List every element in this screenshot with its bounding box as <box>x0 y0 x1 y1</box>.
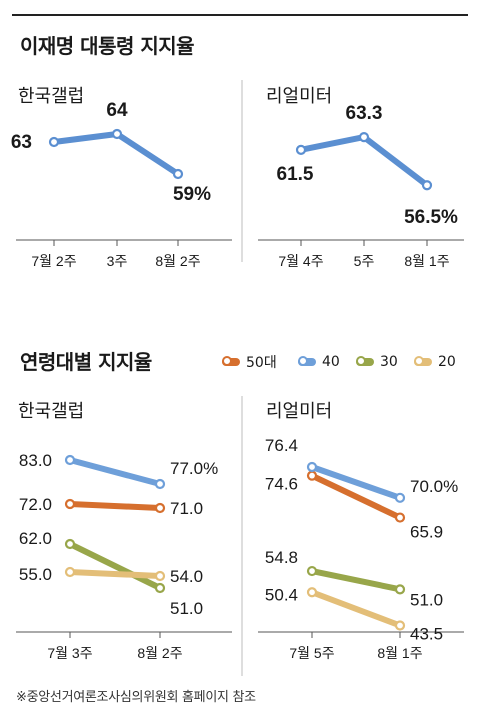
legend-label-20: 20 <box>438 354 456 370</box>
chart1-point <box>48 136 60 148</box>
chart4-point <box>306 470 318 481</box>
chart4-tick-label: 7월 5주 <box>289 645 334 661</box>
chart4-point <box>306 565 318 577</box>
legend-item-30: 30 <box>356 354 398 370</box>
chart3-tick-label: 7월 3주 <box>47 645 92 661</box>
chart4-data-label: 70.0% <box>410 477 458 496</box>
chart1-tick-label: 8월 2주 <box>155 253 200 269</box>
chart3-data-label: 51.0 <box>170 599 203 618</box>
chart3-point <box>154 502 166 514</box>
legend-label-30: 30 <box>380 354 398 370</box>
chart2-title: 리얼미터 <box>266 86 332 106</box>
chart1-series-line <box>51 131 181 177</box>
legend: 50대 40 30 20 <box>0 352 480 372</box>
chart4-point <box>394 584 406 595</box>
chart1-data-label: 59% <box>173 184 211 205</box>
chart3-series-line <box>67 569 163 579</box>
chart2-point <box>421 180 433 191</box>
chart4-point <box>394 512 406 523</box>
chart2-data-label: 56.5% <box>404 207 458 228</box>
chart2-tick-label: 7월 4주 <box>278 253 323 269</box>
chart3-point <box>64 538 76 550</box>
chart1-title: 한국갤럽 <box>18 86 84 106</box>
top-rule <box>12 14 468 16</box>
chart2-series-line <box>298 134 430 189</box>
chart4-point <box>394 492 406 503</box>
chart3-data-label: 55.0 <box>19 565 52 584</box>
chart3-point <box>154 570 166 582</box>
source-note: ※중앙선거여론조사심의위원회 홈페이지 참조 <box>16 690 256 705</box>
chart4-data-label: 74.6 <box>265 475 298 494</box>
chart3-data-label: 62.0 <box>19 529 52 548</box>
section2-title: 연령대별 지지율 <box>20 350 152 374</box>
chart1-data-label: 63 <box>11 132 32 153</box>
legend-swatch-40 <box>298 358 316 366</box>
chart4-data-label: 43.5 <box>410 625 443 644</box>
chart4-series-line <box>309 568 403 593</box>
chart4-data-label: 50.4 <box>265 585 298 604</box>
chart3-data-label: 83.0 <box>19 451 52 470</box>
chart2-point <box>295 144 307 155</box>
chart2-data-label: 63.3 <box>346 103 383 124</box>
chart1-tick-label: 7월 2주 <box>31 253 76 269</box>
chart2-data-label: 61.5 <box>277 164 314 185</box>
chart4-data-label: 76.4 <box>265 436 298 455</box>
chart4-data-label: 51.0 <box>410 590 443 609</box>
chart3-data-label: 77.0% <box>170 459 218 478</box>
legend-swatch-20 <box>414 358 432 366</box>
chart3-point <box>64 566 76 578</box>
chart3-data-label: 72.0 <box>19 495 52 514</box>
chart4-title: 리얼미터 <box>266 401 332 421</box>
chart3-point <box>154 582 166 594</box>
chart4-data-label: 65.9 <box>410 523 443 542</box>
chart2-point <box>358 132 370 143</box>
chart4-series-line <box>309 463 403 501</box>
chart4-data-label: 54.8 <box>265 548 298 567</box>
legend-swatch-30 <box>356 358 374 366</box>
chart3-series-line <box>67 457 163 487</box>
chart3-point <box>64 498 76 510</box>
legend-item-20: 20 <box>414 354 456 370</box>
legend-label-50: 50대 <box>246 355 277 371</box>
chart4-series-line <box>309 472 403 521</box>
chart4-point <box>306 461 318 473</box>
chart2-tick-label: 8월 1주 <box>404 253 449 269</box>
chart4-point <box>394 620 406 631</box>
chart3-data-label: 54.0 <box>170 567 203 586</box>
chart4-series-line <box>309 589 403 629</box>
chart3-point <box>154 478 166 490</box>
chart2-tick-label: 5주 <box>354 253 375 269</box>
chart1-data-label: 64 <box>106 100 128 121</box>
chart1-tick-label: 3주 <box>107 253 128 269</box>
chart1-point <box>172 168 184 180</box>
legend-item-40: 40 <box>298 354 340 370</box>
chart3-point <box>64 454 76 466</box>
chart3-series-line <box>67 501 163 511</box>
section1-title: 이재명 대통령 지지율 <box>20 34 195 58</box>
chart3-tick-label: 8월 2주 <box>137 645 182 661</box>
legend-label-40: 40 <box>322 354 340 370</box>
chart3-title: 한국갤럽 <box>18 401 84 421</box>
chart1-point <box>111 128 123 140</box>
chart3-data-label: 71.0 <box>170 499 203 518</box>
legend-swatch-50 <box>222 358 240 366</box>
chart3-series-line <box>67 541 163 591</box>
chart4-tick-label: 8월 1주 <box>377 645 422 661</box>
chart4-point <box>306 587 318 598</box>
legend-item-50: 50대 <box>222 352 277 372</box>
